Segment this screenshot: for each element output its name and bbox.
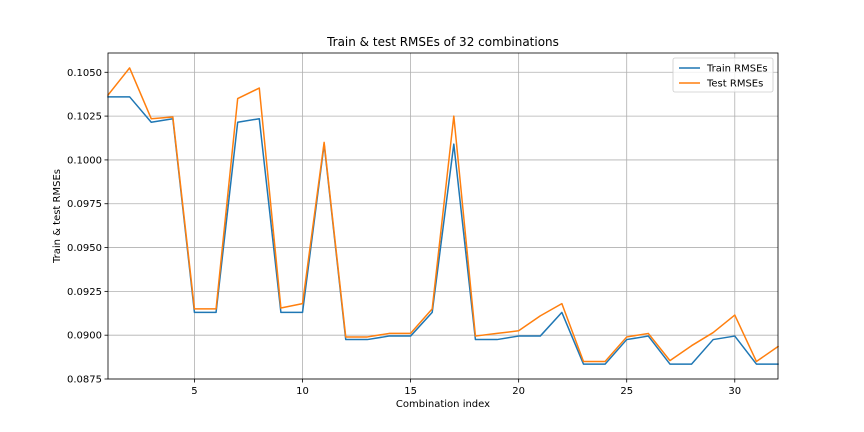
x-tick-label: 15: [404, 386, 417, 397]
series-lines: [106, 67, 780, 365]
plot-frame: [107, 52, 779, 380]
legend: Train RMSEs Test RMSEs: [672, 57, 774, 93]
x-tick-label: 10: [296, 386, 309, 397]
x-axis-ticks: 5 10 15 20 25 30: [191, 379, 741, 397]
y-tick-label: 0.0925: [67, 287, 102, 298]
legend-label-train: Train RMSEs: [706, 64, 768, 75]
y-tick-label: 0.1025: [67, 112, 102, 123]
chart-title: Train & test RMSEs of 32 combinations: [326, 35, 559, 49]
y-tick-label: 0.0875: [67, 375, 102, 386]
x-tick-label: 20: [512, 386, 525, 397]
x-tick-label: 30: [728, 386, 741, 397]
y-tick-label: 0.1000: [67, 155, 102, 166]
x-tick-label: 25: [620, 386, 633, 397]
y-tick-label: 0.0975: [67, 199, 102, 210]
test-rmse-line: [106, 67, 780, 363]
y-tick-label: 0.0950: [67, 243, 102, 254]
y-axis-ticks: 0.0875 0.0900 0.0925 0.0950 0.0975 0.1000 0.10…: [67, 68, 108, 386]
y-tick-label: 0.1050: [67, 68, 102, 79]
y-tick-label: 0.0900: [67, 331, 102, 342]
legend-label-test: Test RMSEs: [706, 79, 763, 90]
x-axis-label: Combination index: [396, 399, 490, 410]
y-axis-label: Train & test RMSEs: [52, 169, 63, 264]
x-tick-label: 5: [191, 386, 197, 397]
